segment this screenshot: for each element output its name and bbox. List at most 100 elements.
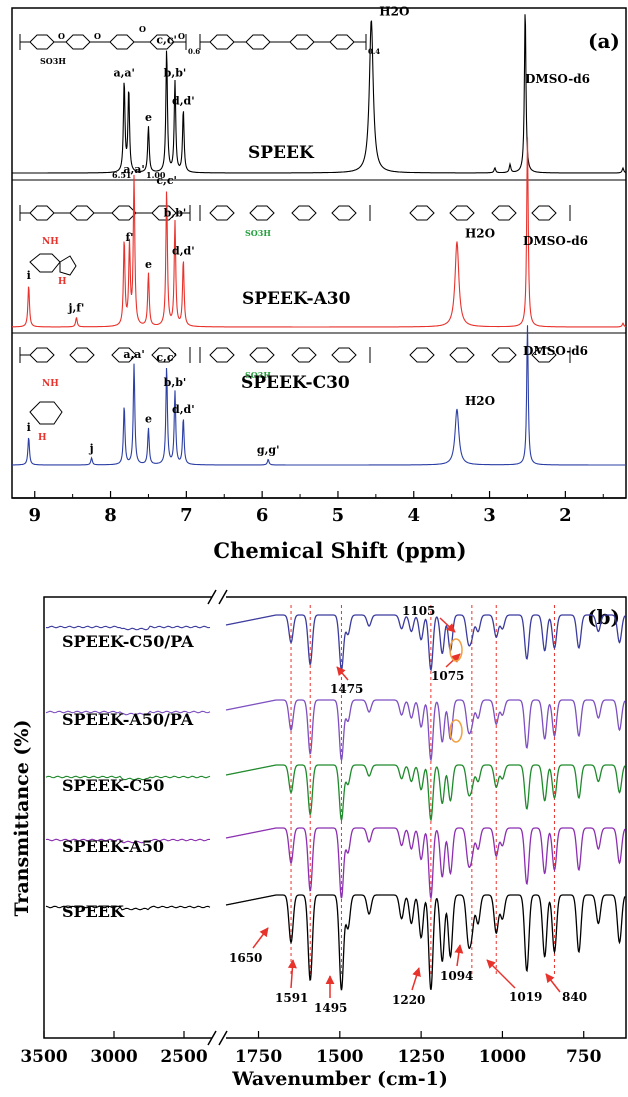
svg-text:O: O [178, 31, 185, 41]
ir-arrow-1475 [336, 666, 349, 681]
nmr-tick-label: 3 [483, 505, 496, 526]
ir-peak-label-1495: 1495 [314, 1001, 347, 1015]
svg-text:O: O [94, 31, 101, 41]
nmr-water-label: H2O [379, 5, 409, 19]
ir-series-name-4: SPEEK [62, 902, 125, 921]
ir-peak-label-1019: 1019 [509, 990, 542, 1004]
ir-line-left-4 [45, 905, 211, 911]
ir-series-name-2: SPEEK-C50 [62, 776, 164, 795]
ir-arrow-1650 [252, 927, 269, 949]
nmr-x-axis-label: Chemical Shift (ppm) [213, 538, 466, 563]
svg-text:0.6: 0.6 [188, 47, 200, 56]
axis-break-marks [207, 589, 228, 1046]
ir-line-right-3 [225, 827, 626, 901]
nmr-tick-label: 5 [332, 505, 345, 526]
ir-tick-label-left: 3500 [20, 1047, 67, 1067]
nmr-peak-label: d,d' [172, 245, 195, 258]
svg-text:SO3H: SO3H [40, 56, 66, 66]
svg-text:NH: NH [42, 379, 59, 389]
ir-y-axis-label: Transmittance (%) [11, 720, 33, 917]
nmr-peak-label: e [145, 258, 152, 271]
ir-line-right-2 [225, 764, 626, 823]
ir-series-name-1: SPEEK-A50/PA [62, 710, 194, 729]
integral-label-2: 1.00 [146, 170, 166, 180]
nmr-peak-label: j [89, 442, 94, 455]
nmr-line-2 [12, 325, 626, 466]
ir-arrow-1105 [439, 617, 456, 633]
nmr-peak-labels: a,a' e c,c' b,b' d,d' H2O i j,f' f' a,a' e c,c' b,b'… [27, 5, 496, 457]
ir-line-left-2 [45, 775, 211, 781]
ir-line-right-4 [225, 894, 626, 991]
structure-speek-c30: SO3H NH H [19, 347, 571, 443]
nmr-peak-label: b,b' [164, 376, 187, 389]
ir-tick-label-right: 1250 [397, 1047, 444, 1067]
solvent-label-speek-c30: DMSO-d6 [523, 344, 588, 358]
nmr-series-name-speek-a30: SPEEK-A30 [242, 289, 351, 309]
nmr-line-1 [12, 137, 627, 328]
panel-a-label: (a) [588, 29, 620, 53]
ir-x-axis-label: Wavenumber (cm-1) [231, 1068, 448, 1090]
axis-break-gap-top [212, 592, 226, 602]
panel-b-frame [43, 596, 627, 1039]
nmr-tick-label: 4 [407, 505, 420, 526]
nmr-tick-label: 7 [180, 505, 193, 526]
nmr-peak-label: g,g' [257, 443, 280, 456]
ir-arrow-1220 [411, 967, 421, 991]
nmr-spectra [12, 14, 627, 466]
svg-text:O: O [58, 31, 65, 41]
svg-text:SO3H: SO3H [245, 370, 271, 380]
structure-speek-a30: SO3H NH H [19, 205, 571, 287]
nmr-peak-label: a,a' [123, 348, 144, 361]
ir-peak-label-1075: 1075 [431, 669, 464, 683]
ir-tick-label-right: 1000 [479, 1047, 526, 1067]
nmr-peak-label: e [145, 111, 152, 124]
nmr-peak-label: a,a' [113, 66, 134, 79]
integral-label-1: 6.51 [112, 170, 131, 180]
ir-peak-label-1475: 1475 [330, 682, 363, 696]
nmr-line-0 [12, 14, 627, 174]
nmr-peak-label: e [145, 413, 152, 426]
svg-text:0.4: 0.4 [368, 47, 380, 56]
nmr-peak-label: i [27, 421, 31, 434]
ir-line-left-3 [45, 838, 210, 844]
axis-break-gap-bottom [212, 1033, 226, 1043]
ir-peak-label-1591: 1591 [275, 991, 308, 1005]
svg-text:NH: NH [42, 237, 59, 247]
nmr-peak-label: b,b' [164, 66, 187, 79]
ir-peak-label-1094: 1094 [440, 969, 473, 983]
ir-series-name-3: SPEEK-A50 [62, 837, 164, 856]
ir-tick-label-left: 3000 [90, 1047, 137, 1067]
nmr-peak-label: j,f' [67, 302, 84, 315]
nmr-peak-label: c,c' [156, 33, 177, 46]
svg-text:O: O [139, 24, 146, 34]
ir-line-left-0 [45, 625, 211, 631]
ir-spectra [45, 614, 626, 991]
ir-tick-label-left: 2500 [160, 1047, 207, 1067]
ir-tick-label-right: 750 [566, 1047, 602, 1067]
structure-speek: O O O O 0.6 0.4 SO3H [19, 24, 380, 66]
nmr-series-name-speek-c30: SPEEK-C30 [241, 373, 350, 393]
ir-peak-label-1105: 1105 [402, 604, 435, 618]
ir-line-left-1 [45, 710, 211, 716]
ir-line-right-1 [225, 699, 626, 763]
nmr-peak-label: a,a' [123, 163, 144, 176]
nmr-peak-label: c,c' [156, 174, 177, 187]
ir-peak-label-1220: 1220 [392, 993, 425, 1007]
nmr-tick-label: 9 [28, 505, 41, 526]
nmr-peak-label: c,c' [156, 351, 177, 364]
svg-text:SO3H: SO3H [245, 228, 271, 238]
ir-series-name-0: SPEEK-C50/PA [62, 632, 194, 651]
solvent-label-speek-a30: DMSO-d6 [523, 234, 588, 248]
nmr-water-label: H2O [465, 227, 495, 241]
nmr-x-axis: 9 8 7 6 5 4 3 2 [12, 491, 626, 526]
nmr-tick-label: 2 [559, 505, 572, 526]
nmr-water-label: H2O [465, 394, 495, 408]
svg-text:H: H [38, 433, 47, 443]
ir-arrow-840 [545, 973, 561, 993]
ir-tick-label-right: 1750 [235, 1047, 282, 1067]
ir-arrow-1019 [486, 959, 516, 989]
solvent-label-speek: DMSO-d6 [525, 72, 590, 86]
nmr-tick-label: 6 [256, 505, 269, 526]
nmr-peak-label: d,d' [172, 403, 195, 416]
